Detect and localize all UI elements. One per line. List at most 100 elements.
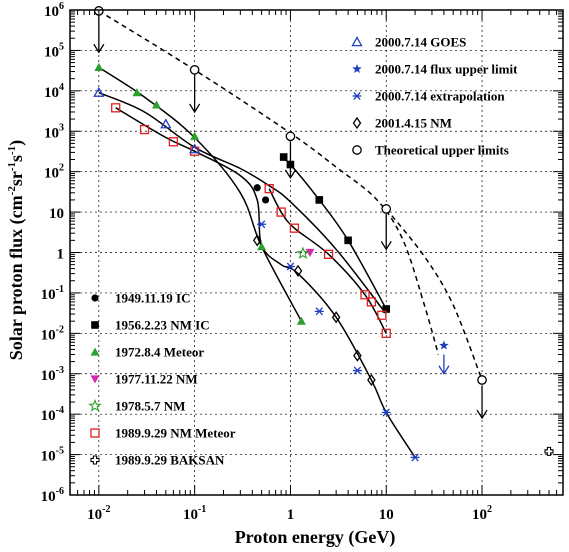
point-theoretical-upper-limits bbox=[381, 204, 392, 214]
legend-label: 1978.5.7 NM bbox=[115, 399, 185, 414]
y-tick-label: 105 bbox=[44, 41, 64, 60]
legend-marker bbox=[90, 428, 100, 438]
upper-limit-arrow-head bbox=[438, 365, 450, 375]
legend-label: 1989.9.29 NM Meteor bbox=[115, 426, 236, 441]
point-2000-7-14-extrapolation bbox=[285, 262, 295, 271]
y-tick-label: 10-5 bbox=[41, 446, 64, 465]
legend-marker bbox=[351, 36, 363, 47]
grid bbox=[70, 9, 563, 496]
legend-marker bbox=[352, 145, 362, 155]
upper-limit-arrows bbox=[93, 16, 488, 420]
point-2001-4-15-nm bbox=[353, 349, 362, 362]
legend-label: 2000.7.14 GOES bbox=[375, 35, 466, 50]
legend-marker bbox=[352, 64, 362, 73]
point-1989-9-29-nm-meteor bbox=[366, 297, 377, 307]
data-points bbox=[93, 6, 554, 462]
legend-label: 2000.7.14 extrapolation bbox=[375, 89, 505, 104]
point-2001-4-15-nm bbox=[293, 264, 303, 278]
point-theoretical-upper-limits bbox=[189, 65, 200, 75]
point-1956-2-23-nm-ic bbox=[344, 236, 352, 245]
y-tick-label: 10-6 bbox=[41, 486, 64, 505]
y-tick-label: 10 bbox=[49, 206, 64, 222]
y-tick-label: 103 bbox=[44, 122, 64, 141]
point-2000-7-14-flux-upper-limit bbox=[439, 340, 449, 350]
y-tick-label: 1 bbox=[57, 247, 65, 263]
legend-label: Theoretical upper limits bbox=[375, 143, 509, 158]
legend-label: 1977.11.22 NM bbox=[115, 372, 198, 387]
point-1989-9-29-nm-meteor bbox=[377, 310, 387, 320]
point-2001-4-15-nm bbox=[252, 234, 262, 247]
point-1989-9-29-nm-meteor bbox=[139, 124, 150, 135]
point-2000-7-14-extrapolation bbox=[352, 366, 362, 375]
point-1972-8-4-meteor bbox=[296, 316, 306, 325]
y-tick-label: 102 bbox=[44, 163, 64, 182]
point-2000-7-14-goes bbox=[93, 86, 105, 97]
legend-label: 1949.11.19 IC bbox=[115, 291, 190, 306]
point-2000-7-14-extrapolation bbox=[257, 220, 267, 229]
point-1989-9-29-nm-meteor bbox=[289, 223, 300, 233]
legend-marker bbox=[352, 91, 362, 101]
point-1956-2-23-nm-ic bbox=[286, 160, 295, 169]
point-1977-11-22-nm bbox=[305, 248, 315, 257]
legend-marker bbox=[352, 116, 362, 130]
axis-ticks bbox=[69, 9, 564, 496]
point-1949-11-19-ic bbox=[253, 184, 261, 192]
point-1978-5-7-nm bbox=[296, 246, 310, 260]
point-2000-7-14-extrapolation bbox=[410, 453, 420, 462]
point-theoretical-upper-limits bbox=[477, 375, 487, 385]
point-2000-7-14-extrapolation bbox=[314, 307, 324, 316]
y-tick-label: 10-4 bbox=[41, 405, 64, 424]
point-1989-9-29-nm-meteor bbox=[111, 103, 121, 113]
legend-upper-right: 2000.7.14 GOES 2000.7.14 flux upper limit… bbox=[351, 35, 518, 158]
point-1989-9-29-nm-meteor bbox=[360, 290, 370, 300]
y-tick-label: 10-1 bbox=[41, 284, 64, 303]
theoretical-limit-curve bbox=[385, 208, 483, 381]
legend-label: 2001.4.15 NM bbox=[375, 116, 452, 131]
point-1989-9-29-nm-meteor bbox=[276, 207, 286, 217]
point-1989-9-29-nm-meteor bbox=[323, 249, 334, 259]
point-2000-7-14-goes bbox=[160, 118, 172, 129]
x-tick-label: 10-2 bbox=[87, 504, 110, 523]
point-1989-9-29-nm-meteor bbox=[168, 137, 179, 147]
legend-label: 1956.2.23 NM IC bbox=[115, 318, 210, 333]
point-1956-2-23-nm-ic bbox=[279, 153, 288, 161]
x-tick-label: 102 bbox=[472, 504, 492, 523]
legend-marker bbox=[91, 294, 99, 302]
legend-marker bbox=[88, 398, 102, 412]
x-tick-label: 1 bbox=[287, 507, 295, 523]
upper-limit-arrow-head bbox=[284, 169, 296, 180]
x-tick-labels: 10-2 10-1 1 10 102 bbox=[87, 504, 492, 523]
legend-label: 2000.7.14 flux upper limit bbox=[375, 62, 518, 77]
upper-limit-arrow-head bbox=[189, 103, 201, 114]
legend-label: 1972.8.4 Meteor bbox=[115, 345, 204, 360]
point-1972-8-4-meteor bbox=[190, 131, 200, 140]
legend-label: 1989.9.29 BAKSAN bbox=[115, 453, 225, 468]
point-1989-9-29-baksan bbox=[544, 446, 554, 456]
point-1972-8-4-meteor bbox=[94, 62, 104, 72]
legend-marker bbox=[91, 321, 99, 329]
point-1972-8-4-meteor bbox=[257, 242, 267, 251]
upper-limit-arrow-head bbox=[380, 240, 392, 251]
x-tick-label: 10-1 bbox=[183, 504, 206, 523]
y-tick-label: 104 bbox=[44, 82, 64, 101]
point-2000-7-14-goes bbox=[189, 143, 201, 154]
y-tick-label: 10-2 bbox=[41, 324, 64, 343]
point-1989-9-29-nm-meteor bbox=[381, 328, 391, 338]
point-2000-7-14-extrapolation bbox=[381, 408, 391, 417]
legend-marker bbox=[90, 347, 100, 356]
point-1989-9-29-nm-meteor bbox=[264, 184, 274, 194]
point-2001-4-15-nm bbox=[331, 311, 341, 324]
legend-marker bbox=[90, 455, 100, 465]
y-tick-label: 106 bbox=[44, 1, 64, 20]
x-axis-title: Proton energy (GeV) bbox=[235, 527, 396, 548]
point-1956-2-23-nm-ic bbox=[315, 196, 324, 204]
x-tick-label: 10 bbox=[379, 507, 394, 523]
legend-lower-left: 1949.11.19 IC 1956.2.23 NM IC 1972.8.4 Met… bbox=[88, 291, 236, 468]
legend-marker bbox=[90, 375, 100, 384]
fit-curve bbox=[98, 92, 387, 315]
point-1972-8-4-meteor bbox=[132, 88, 142, 97]
point-1956-2-23-nm-ic bbox=[382, 305, 391, 313]
point-1949-11-19-ic bbox=[261, 196, 270, 204]
y-axis-title: Solar proton flux (cm-2sr-1s-1) bbox=[6, 140, 27, 360]
